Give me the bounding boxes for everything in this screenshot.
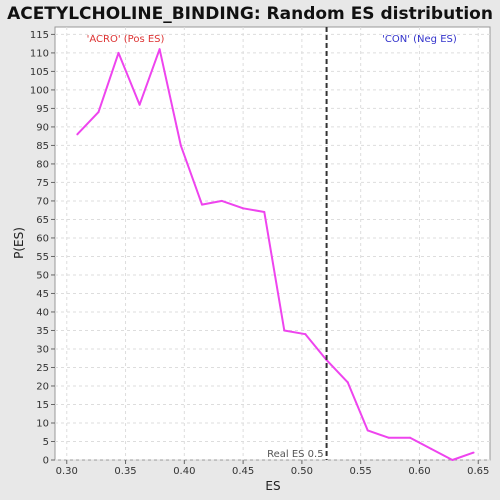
y-tick-label: 25 [36, 363, 49, 374]
data-point [472, 451, 475, 454]
x-tick-label: 0.35 [114, 466, 136, 477]
y-tick-label: 20 [36, 381, 49, 392]
y-tick-label: 60 [36, 233, 49, 244]
data-point [97, 111, 100, 114]
data-point [409, 436, 412, 439]
y-tick-label: 80 [36, 159, 49, 170]
y-tick-label: 35 [36, 326, 49, 337]
data-point [346, 381, 349, 384]
x-tick-label: 0.45 [232, 466, 254, 477]
y-tick-label: 75 [36, 178, 49, 189]
series-line-0 [76, 48, 474, 461]
x-tick-label: 0.65 [467, 466, 489, 477]
data-point [179, 144, 182, 147]
y-tick-label: 65 [36, 215, 49, 226]
data-point [242, 207, 245, 210]
y-tick-label: 45 [36, 289, 49, 300]
data-point [76, 133, 79, 136]
y-tick-label: 115 [30, 30, 49, 41]
y-tick-label: 50 [36, 270, 49, 281]
data-point [387, 436, 390, 439]
x-tick-label: 0.50 [291, 466, 313, 477]
x-tick-label: 0.40 [173, 466, 195, 477]
y-tick-label: 110 [30, 48, 49, 59]
axes: 0 5 10 15 20 25 30 35 40 45 50 55 60 65 70 75 80 85 90 95 10… [30, 30, 489, 477]
y-tick-label: 40 [36, 307, 49, 318]
y-tick-label: 0 [43, 456, 49, 467]
data-point [200, 203, 203, 206]
data-point [283, 329, 286, 332]
y-tick-label: 105 [30, 67, 49, 78]
annotation-label: 'ACRO' (Pos ES) [87, 34, 165, 45]
y-tick-label: 55 [36, 252, 49, 263]
chart-title: ACETYLCHOLINE_BINDING: Random ES distrib… [7, 4, 493, 24]
data-point [263, 211, 266, 214]
y-tick-label: 30 [36, 344, 49, 355]
real-es-label: Real ES 0.5 [267, 449, 323, 460]
y-tick-label: 5 [43, 437, 49, 448]
plot-area [54, 26, 491, 461]
data-point [366, 429, 369, 432]
data-point [158, 48, 161, 51]
data-point [117, 51, 120, 54]
grid [55, 27, 490, 461]
data-point [138, 103, 141, 106]
y-tick-label: 90 [36, 122, 49, 133]
y-tick-label: 100 [30, 85, 49, 96]
y-tick-label: 10 [36, 418, 49, 429]
y-tick-label: 85 [36, 141, 49, 152]
data-point [304, 333, 307, 336]
annotation-label: 'CON' (Neg ES) [382, 34, 457, 45]
data-point [220, 199, 223, 202]
data-point [451, 459, 454, 461]
y-tick-label: 95 [36, 104, 49, 115]
annotations: Real ES 0.5 'ACRO' (Pos ES) 'CON' (Neg ES) [87, 27, 457, 460]
y-tick-label: 70 [36, 196, 49, 207]
series-layer [76, 48, 475, 461]
x-tick-label: 0.60 [408, 466, 430, 477]
y-axis-title: P(ES) [12, 227, 26, 259]
x-axis-title: ES [265, 479, 280, 493]
y-tick-label: 15 [36, 400, 49, 411]
x-tick-label: 0.30 [56, 466, 78, 477]
data-point [430, 447, 433, 450]
x-tick-label: 0.55 [350, 466, 372, 477]
